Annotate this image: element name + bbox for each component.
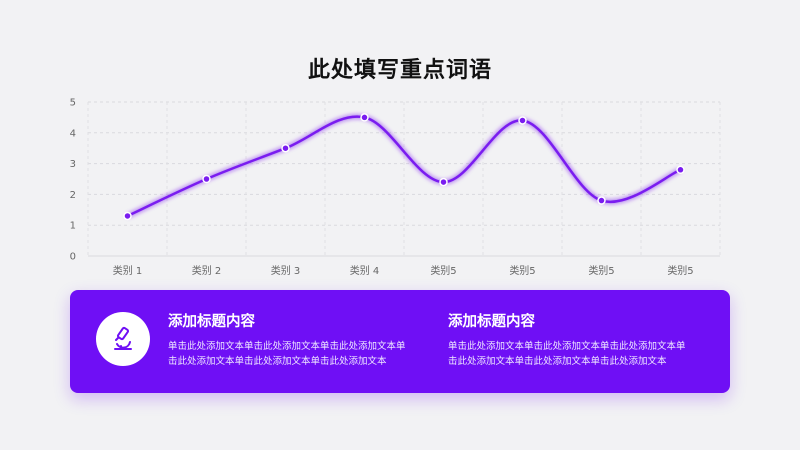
data-point bbox=[676, 165, 685, 175]
y-axis-ticks: 0 1 2 3 4 5 bbox=[70, 98, 76, 263]
data-point bbox=[281, 143, 290, 153]
x-tick-label: 类别5 bbox=[588, 264, 614, 277]
data-point bbox=[439, 177, 448, 187]
data-point bbox=[123, 211, 132, 221]
series-line bbox=[126, 115, 682, 218]
x-tick-label: 类别 3 bbox=[271, 264, 301, 277]
x-tick-label: 类别5 bbox=[430, 264, 456, 277]
info-heading: 添加标题内容 bbox=[448, 314, 535, 330]
data-point bbox=[202, 174, 211, 184]
x-axis-ticks: 类别 1 类别 2 类别 3 类别 4 类别5 类别5 类别5 类别5 bbox=[113, 264, 694, 277]
page-title: 此处填写重点词语 bbox=[307, 58, 492, 83]
info-block-2: 添加标题内容 单击此处添加文本单击此处添加文本单击此处添加文本单 击此处添加文本… bbox=[448, 310, 718, 369]
chart-grid bbox=[87, 101, 721, 257]
x-tick-label: 类别5 bbox=[667, 264, 693, 277]
info-text-line: 单击此处添加文本单击此处添加文本单击此处添加文本单 bbox=[448, 341, 686, 352]
info-panel: 添加标题内容 单击此处添加文本单击此处添加文本单击此处添加文本单 击此处添加文本… bbox=[70, 290, 730, 393]
y-tick-label: 5 bbox=[70, 98, 76, 109]
info-text: 单击此处添加文本单击此处添加文本单击此处添加文本单 击此处添加文本单击此处添加文… bbox=[448, 339, 718, 369]
x-tick-label: 类别 4 bbox=[350, 264, 380, 277]
data-point bbox=[518, 116, 527, 125]
data-point bbox=[360, 113, 369, 122]
x-tick-label: 类别5 bbox=[509, 264, 535, 277]
y-tick-label: 1 bbox=[70, 221, 76, 232]
info-text: 单击此处添加文本单击此处添加文本单击此处添加文本单 击此处添加文本单击此处添加文… bbox=[168, 339, 438, 369]
info-heading: 添加标题内容 bbox=[168, 314, 255, 330]
info-text-line: 单击此处添加文本单击此处添加文本单击此处添加文本单 bbox=[168, 341, 406, 352]
icon-badge bbox=[96, 312, 150, 366]
info-block-1: 添加标题内容 单击此处添加文本单击此处添加文本单击此处添加文本单 击此处添加文本… bbox=[168, 310, 438, 369]
data-point bbox=[597, 196, 606, 205]
y-tick-label: 2 bbox=[70, 190, 76, 201]
x-tick-label: 类别 1 bbox=[113, 264, 143, 277]
line-chart: 0 1 2 3 4 5 类别 1 类别 2 类别 3 类别 4 类别5 类别5 类别5 类别5 bbox=[70, 98, 721, 277]
y-tick-label: 4 bbox=[70, 128, 76, 139]
y-tick-label: 3 bbox=[70, 159, 76, 170]
y-tick-label: 0 bbox=[70, 252, 76, 263]
x-tick-label: 类别 2 bbox=[192, 264, 222, 277]
info-text-line: 击此处添加文本单击此处添加文本单击此处添加文本 bbox=[448, 356, 667, 367]
data-points bbox=[123, 113, 685, 221]
microscope-icon bbox=[114, 326, 132, 350]
info-text-line: 击此处添加文本单击此处添加文本单击此处添加文本 bbox=[168, 356, 387, 367]
